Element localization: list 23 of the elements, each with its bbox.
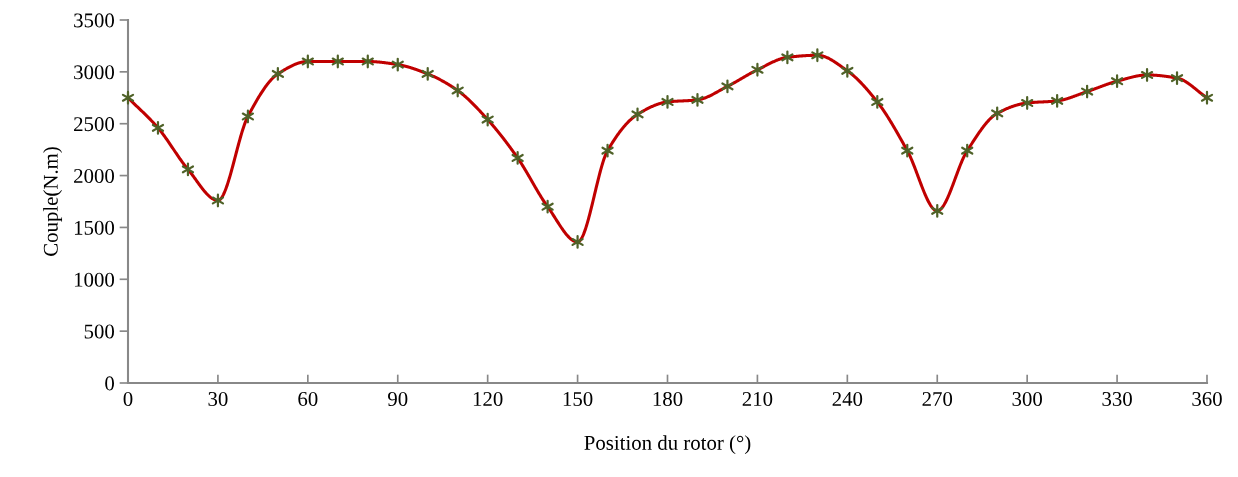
y-axis-title: Couple(N.m) [43,147,63,256]
x-tick-label: 0 [123,391,133,406]
x-tick-label: 360 [1192,391,1222,406]
x-tick-label: 90 [388,391,408,406]
y-tick-label: 2000 [74,168,115,183]
y-tick-label: 3000 [74,65,115,80]
x-tick-label: 270 [922,391,953,406]
x-tick-label: 240 [832,391,863,406]
y-tick-label: 3500 [74,13,115,28]
x-tick-label: 210 [742,391,773,406]
y-tick-label: 1000 [74,272,115,287]
x-tick-label: 150 [563,391,593,406]
x-tick-label: 60 [298,391,318,406]
y-tick-label: 2500 [74,117,115,132]
x-tick-label: 30 [208,391,228,406]
x-tick-label: 180 [653,391,683,406]
y-tick-label: 500 [84,324,115,339]
y-tick-label: 0 [105,376,115,391]
x-axis-title: Position du rotor (°) [584,435,751,455]
x-tick-label: 300 [1012,391,1042,406]
x-tick-label: 120 [473,391,503,406]
x-tick-label: 330 [1102,391,1132,406]
y-tick-label: 1500 [74,220,115,235]
